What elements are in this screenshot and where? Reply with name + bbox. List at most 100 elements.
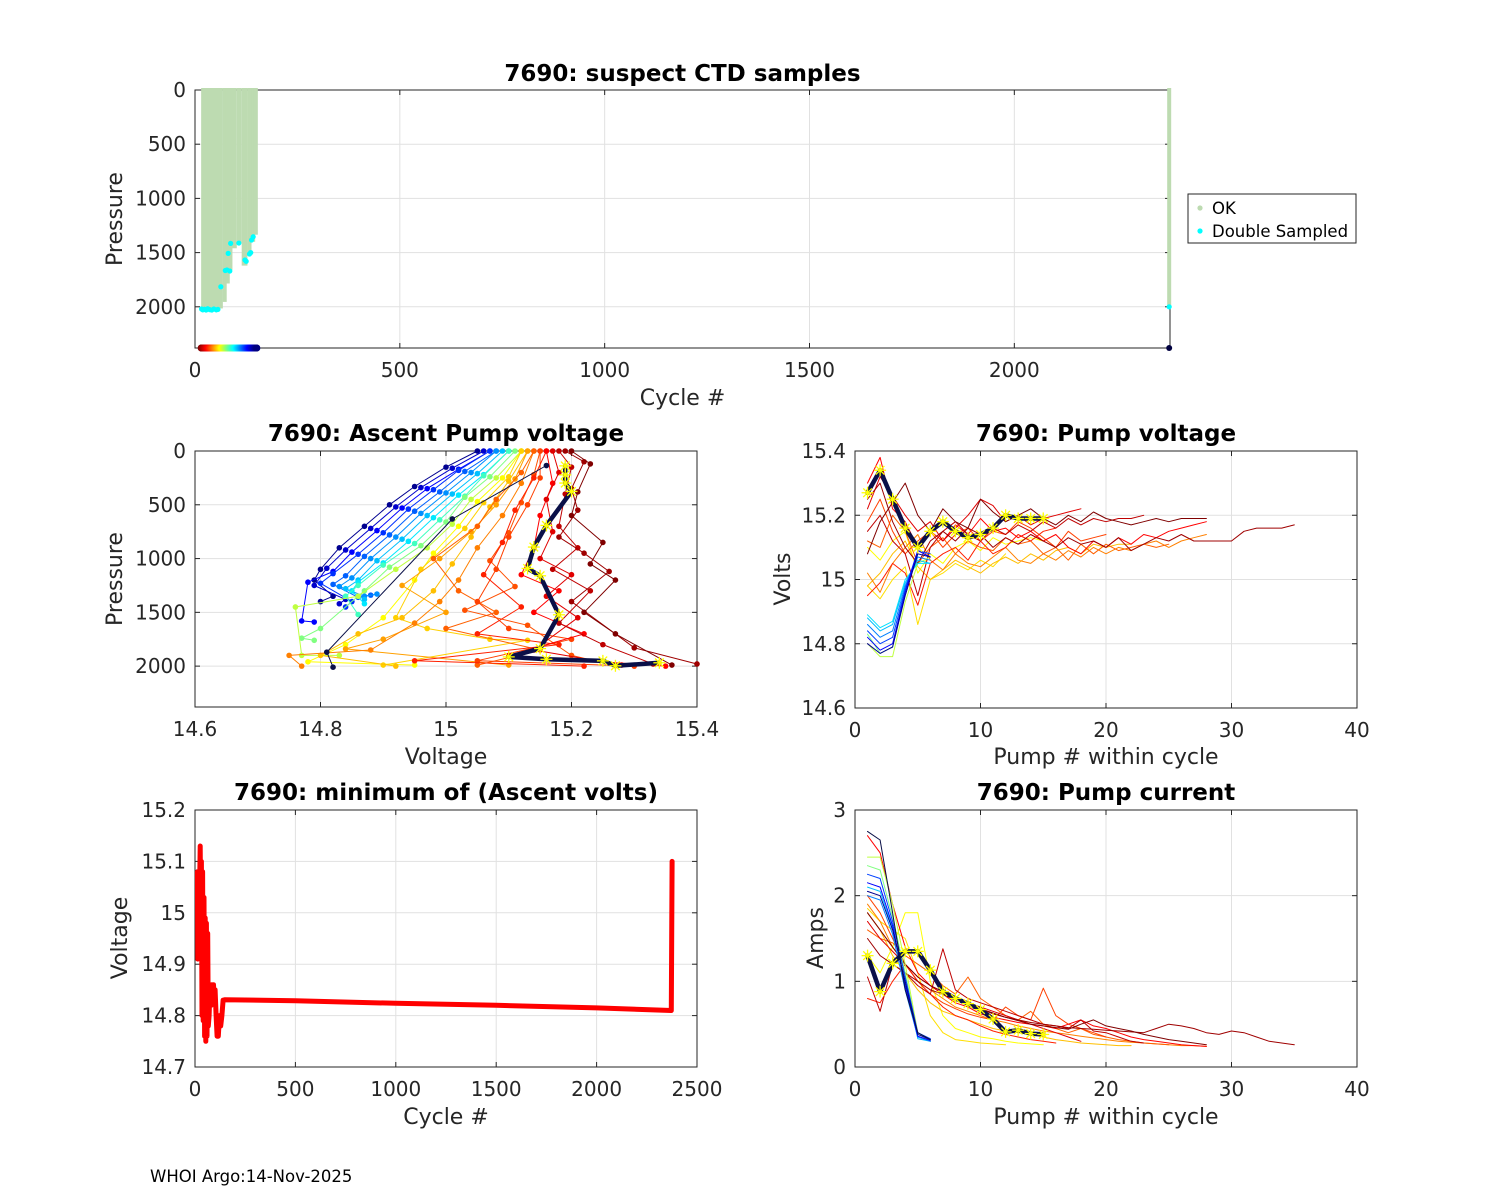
star-marker [1012, 512, 1025, 525]
data-series-line [867, 938, 1295, 1046]
data-point-marker [581, 663, 587, 669]
data-series-line [867, 556, 931, 658]
star-marker [924, 964, 937, 977]
y-tick-label: 3 [833, 798, 846, 822]
star-marker-stroke [963, 532, 973, 543]
data-point-marker [455, 577, 462, 583]
star-marker-stroke [535, 643, 545, 654]
data-point-marker [361, 553, 368, 560]
data-point-marker [305, 579, 311, 586]
data-point-marker [543, 462, 550, 469]
y-tick-label: 2000 [135, 654, 186, 678]
data-series [867, 963, 1057, 1044]
star-marker [1037, 1028, 1050, 1041]
data-point-marker [298, 618, 305, 624]
star-marker-stroke [1038, 513, 1049, 524]
data-point-marker [505, 534, 512, 540]
data-point-marker [286, 652, 292, 659]
data-point-marker [574, 545, 581, 551]
star-marker [1012, 1024, 1025, 1037]
data-point-marker [480, 472, 487, 479]
data-point-marker [549, 566, 556, 573]
data-point-marker [436, 517, 443, 523]
data-point-marker [462, 468, 468, 475]
tick-labels: 14.6 14.8 15 15.2 15.4 0 500 1000 1500 2000 [135, 439, 719, 741]
x-tick-label: 1500 [471, 1077, 522, 1101]
double-sampled-point [243, 258, 249, 264]
data-point-marker [298, 635, 305, 641]
data-point-marker [311, 637, 318, 644]
data-point-marker [505, 662, 512, 668]
data-point-marker [499, 448, 506, 454]
y-tick-label: 15 [821, 568, 846, 592]
y-tick-label: 15.2 [141, 798, 186, 822]
chart-pump-current: 0 10 20 30 40 0 1 2 3 7690: Pump current Pump # … [804, 780, 1370, 1130]
data-point-marker [694, 661, 700, 667]
tick-labels: 0 10 20 30 40 14.6 14.8 15 15.2 15.4 [801, 439, 1369, 742]
star-marker [534, 569, 547, 582]
data-point-marker [430, 588, 437, 594]
data-point-marker [568, 448, 575, 454]
data-point-marker [405, 506, 412, 512]
star-marker-stroke [887, 494, 898, 504]
data-point-marker [317, 625, 324, 632]
y-tick-label: 500 [148, 132, 186, 156]
data-point-marker [487, 474, 493, 480]
data-point-marker [399, 614, 405, 621]
highlighted-series [861, 945, 1050, 1041]
data-point-marker [462, 494, 468, 501]
x-tick-label: 30 [1219, 1077, 1244, 1101]
data-point-marker [418, 510, 424, 517]
data-series-line [867, 482, 1207, 555]
data-point-marker [449, 521, 456, 527]
data-point-marker [336, 583, 343, 590]
star-marker [899, 522, 912, 535]
data-point-marker [487, 448, 493, 454]
data-point-marker [443, 609, 449, 616]
x-tick-label: 15.2 [549, 717, 594, 741]
ok-sample-band [251, 88, 256, 242]
star-marker-stroke [610, 661, 621, 671]
x-tick-label: 15 [433, 717, 458, 741]
data-point-marker [311, 619, 318, 625]
data-series [867, 948, 1145, 1044]
data-series [867, 482, 1207, 555]
data-point-marker [411, 540, 418, 547]
legend-box [1187, 193, 1357, 244]
star-marker-stroke [975, 529, 986, 540]
x-tick-label: 20 [1093, 718, 1118, 742]
data-point-marker [355, 551, 361, 558]
data-series-line [867, 514, 1145, 597]
legend-label-ok: OK [1212, 199, 1237, 218]
data-series [867, 553, 931, 654]
data-point-marker [480, 499, 487, 506]
data-point-marker [424, 625, 430, 632]
data-point-marker [568, 512, 575, 519]
data-point-marker [480, 448, 487, 454]
y-tick-label: 15 [161, 901, 186, 925]
legend-label-double-sampled: Double Sampled [1212, 222, 1348, 241]
data-point-marker [474, 523, 481, 530]
data-point-marker [474, 631, 481, 637]
data-point-marker [518, 448, 525, 454]
data-point-marker [311, 582, 318, 589]
data-series-line [320, 450, 491, 608]
data-point-marker [549, 528, 556, 535]
data-point-marker [631, 645, 638, 651]
data-point-marker [449, 465, 456, 472]
data-series-line [867, 963, 1057, 1044]
star-marker-stroke [875, 986, 885, 997]
data-point-marker [562, 448, 569, 454]
data-point-marker [443, 625, 449, 632]
star-marker [540, 653, 553, 666]
data-point-marker [393, 566, 399, 573]
y-tick-label: 14.6 [801, 696, 846, 720]
data-series-line [414, 450, 585, 667]
star-marker [653, 656, 666, 669]
x-axis-label: Cycle # [640, 386, 726, 411]
star-marker-stroke [862, 950, 873, 961]
data-point-marker [468, 534, 474, 540]
data-point-marker [556, 534, 562, 540]
chart-title: 7690: Ascent Pump voltage [268, 421, 624, 447]
data-point-marker [430, 555, 437, 562]
